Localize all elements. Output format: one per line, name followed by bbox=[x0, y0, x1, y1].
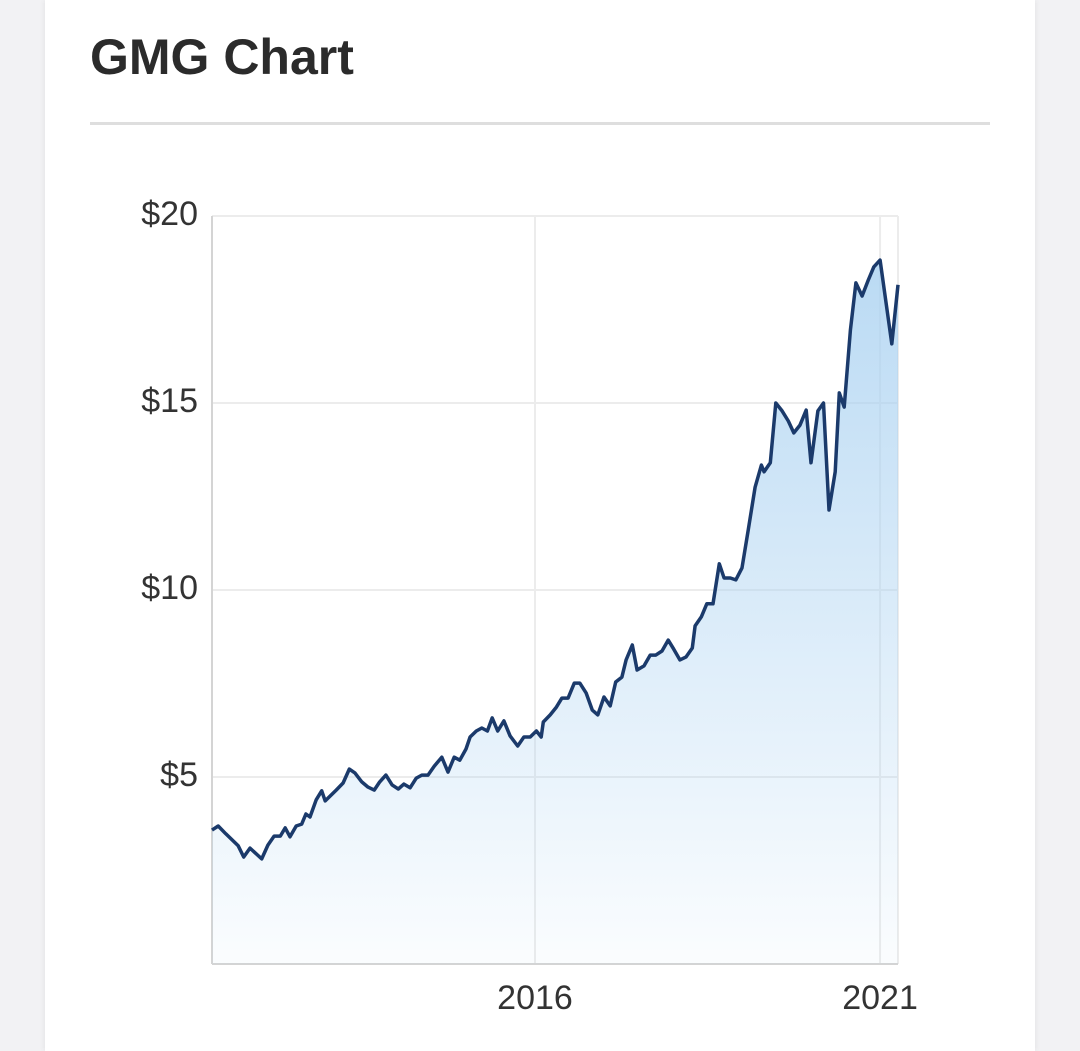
chart-title: GMG Chart bbox=[90, 29, 354, 85]
y-tick-label: $10 bbox=[141, 569, 198, 607]
y-tick-label: $5 bbox=[160, 756, 198, 794]
title-rule bbox=[90, 122, 990, 125]
area bbox=[212, 260, 898, 965]
x-tick-label: 2021 bbox=[842, 979, 918, 1017]
line bbox=[211, 258, 900, 861]
y-tick-label: $20 bbox=[141, 195, 198, 233]
y-tick-label: $15 bbox=[141, 382, 198, 420]
x-tick-label: 2016 bbox=[497, 979, 573, 1017]
